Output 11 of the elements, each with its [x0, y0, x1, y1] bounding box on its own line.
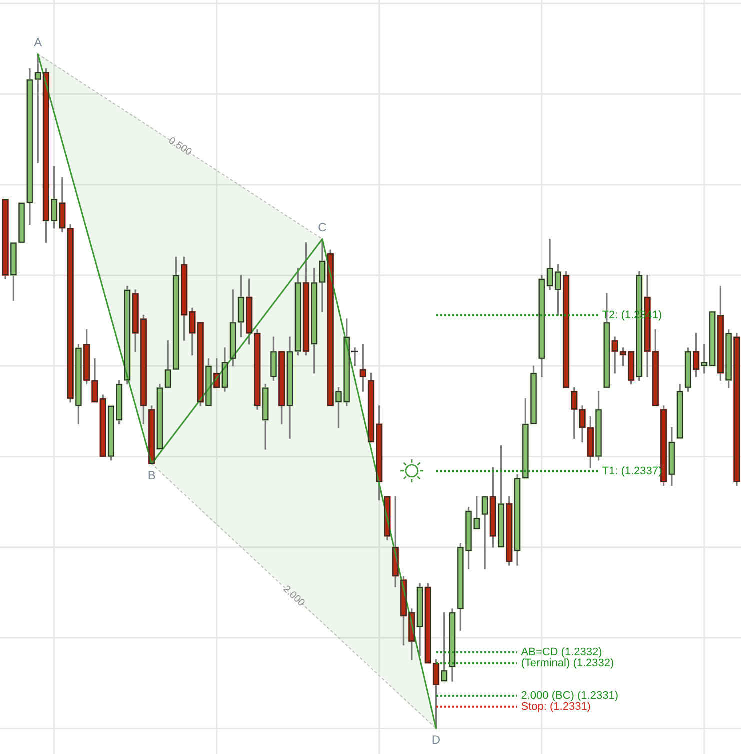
data-label: C — [318, 220, 328, 235]
data-label: B — [148, 468, 156, 482]
ref-line-label: AB=CD (1.2332) — [521, 646, 602, 659]
candlestick — [676, 384, 684, 439]
ref-line-label: Stop: (1.2331) — [521, 700, 591, 713]
data-label: D — [432, 732, 441, 747]
candlestick — [384, 496, 391, 540]
data-label: A — [34, 36, 42, 50]
ref-line-label: (Terminal) (1.2332) — [521, 657, 614, 670]
candlestick — [449, 608, 456, 682]
ref-line-label: 2.000 (BC) (1.2331) — [521, 690, 618, 702]
